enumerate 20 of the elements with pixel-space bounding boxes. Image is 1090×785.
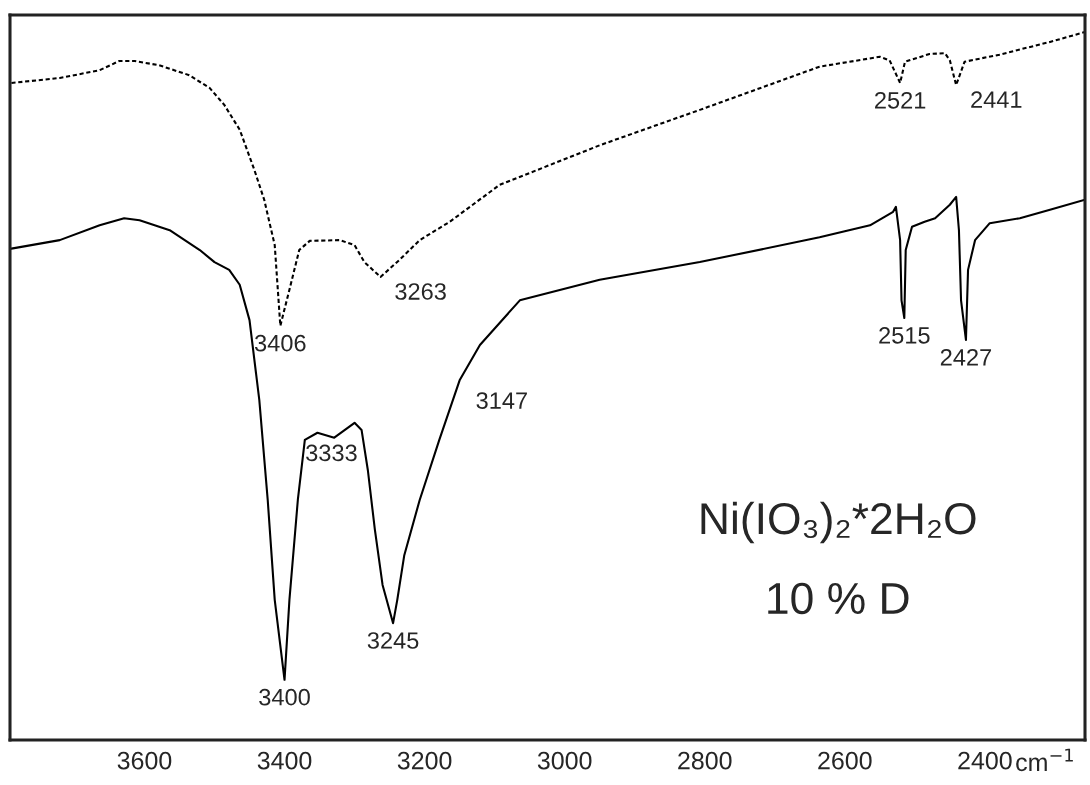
x-tick-label: 3200: [397, 751, 452, 770]
x-axis-title: cm$^{−1}$: [1016, 748, 1073, 772]
x-tick-label: 3400: [257, 751, 312, 770]
annotation: 10 % D: [768, 582, 909, 615]
annotation: 3147: [476, 392, 527, 409]
x-tick-label: 2600: [818, 751, 872, 770]
x-tick-label: 3000: [537, 751, 592, 770]
annotation: 2427: [940, 348, 992, 366]
annotation: 2441: [971, 91, 1022, 108]
annotation: Ni(IO₃)₂*2H₂O: [701, 501, 976, 544]
x-tick-label: 3600: [117, 751, 172, 770]
annotation: 3406: [254, 334, 306, 352]
annotation: 3263: [395, 283, 446, 300]
annotation: 2521: [875, 91, 926, 109]
annotation: 3245: [367, 632, 419, 649]
x-tick-label: 2400: [958, 751, 1012, 770]
annotation: 3333: [306, 444, 357, 462]
x-tick-label: 2800: [678, 751, 732, 770]
annotation: 2515: [879, 326, 930, 344]
annotation: 3400: [259, 688, 310, 706]
